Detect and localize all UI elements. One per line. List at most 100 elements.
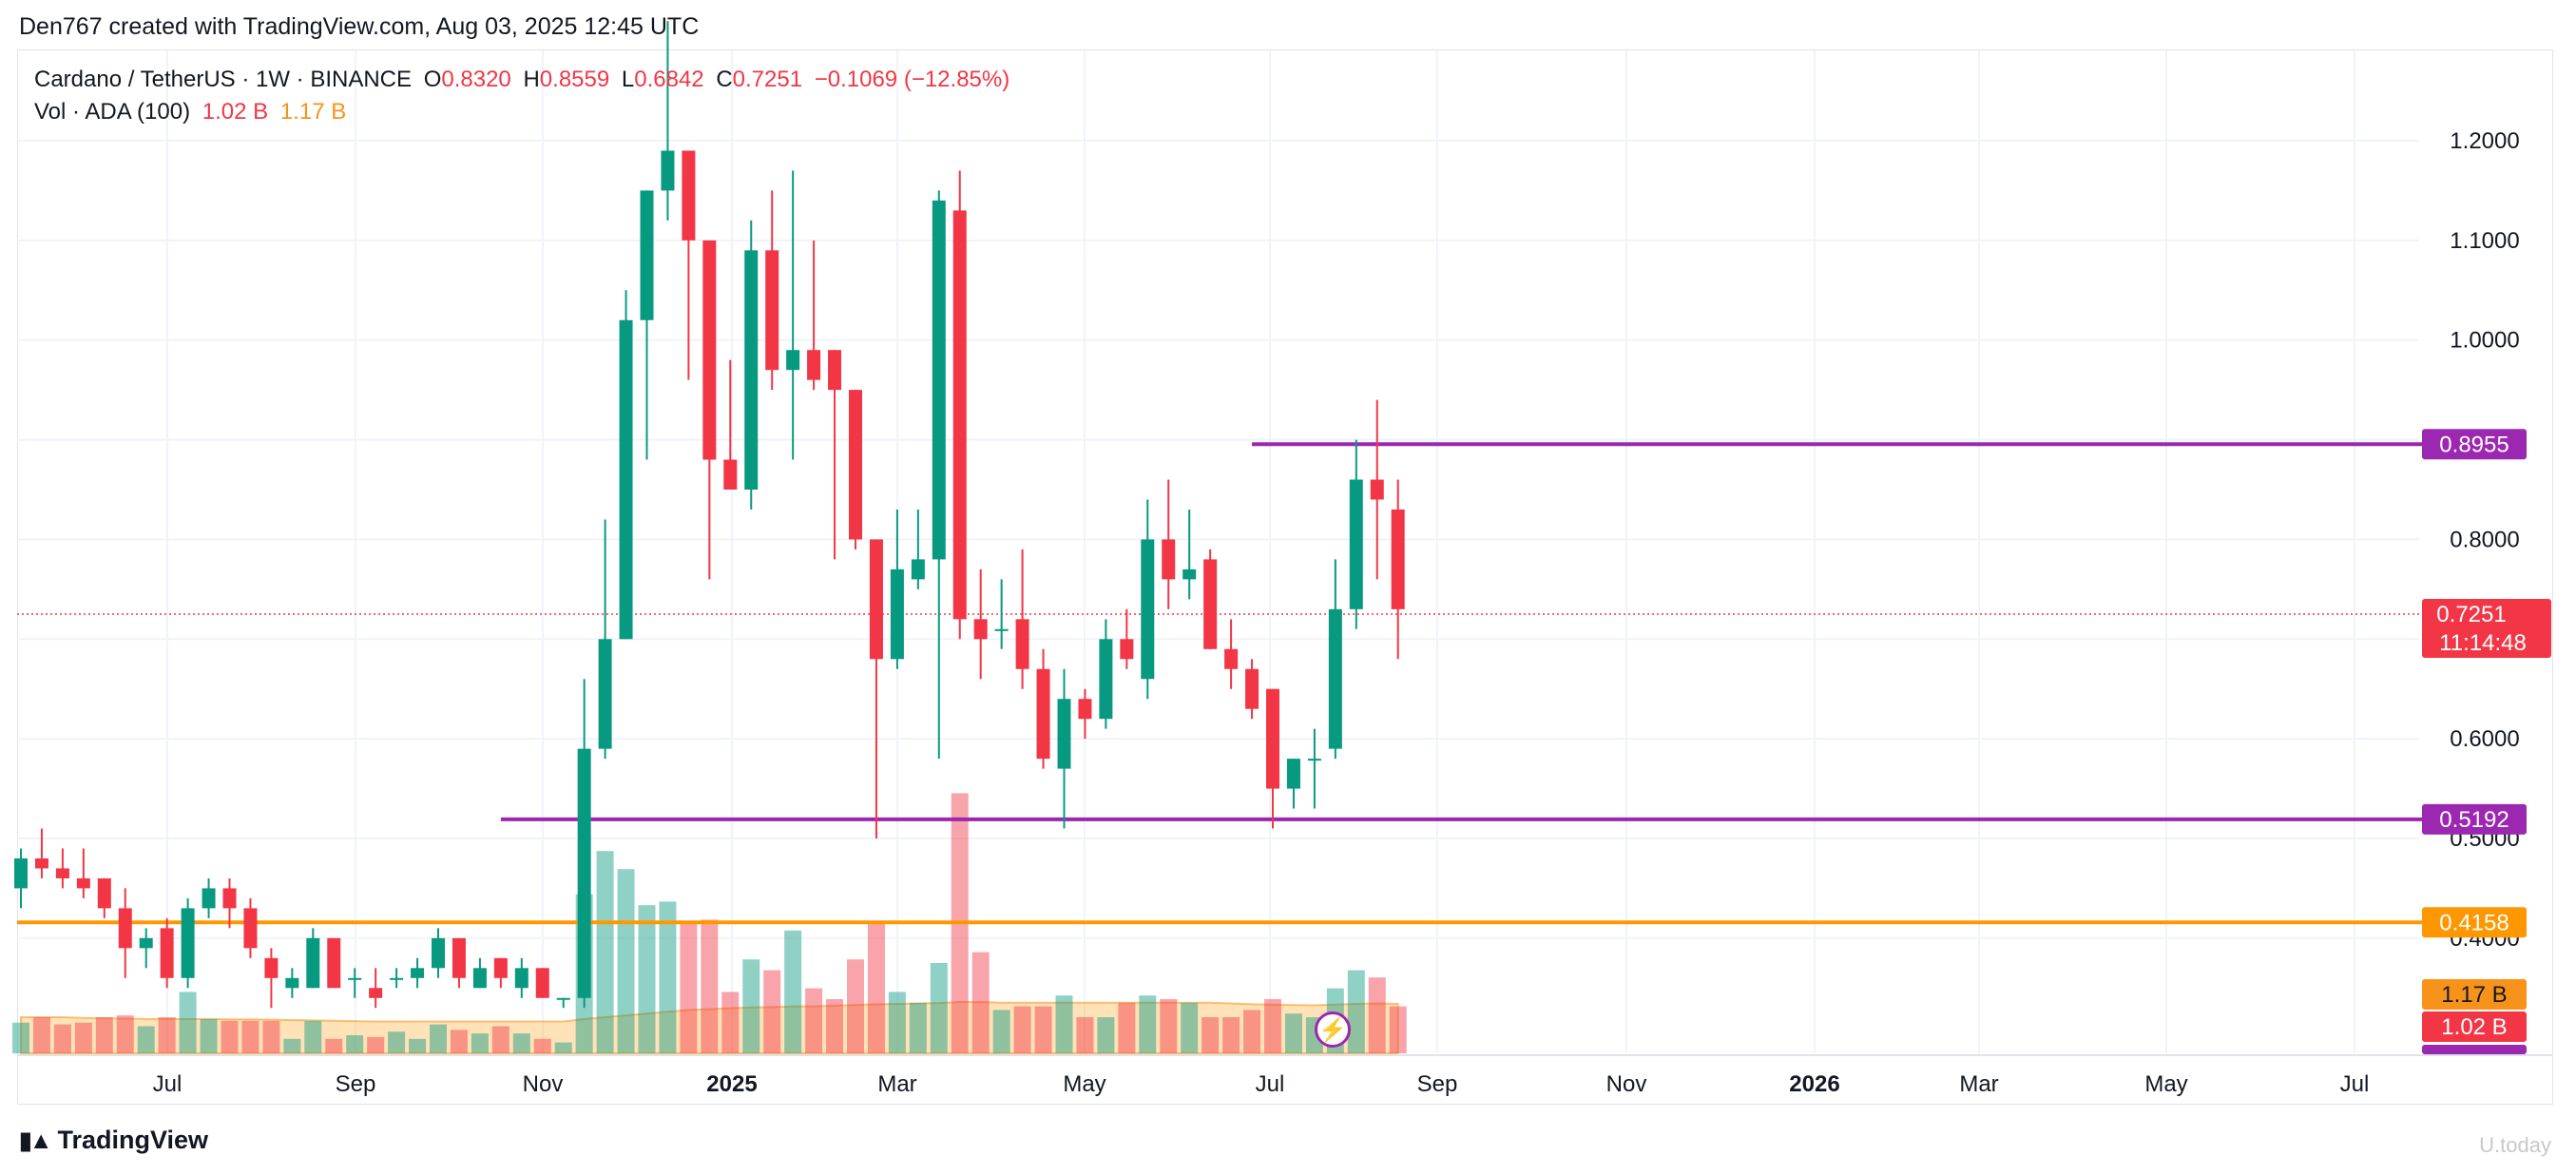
candle-down bbox=[34, 828, 48, 878]
volume-bar bbox=[32, 1017, 50, 1053]
candle-up bbox=[1328, 559, 1342, 760]
volume-bar bbox=[1264, 999, 1281, 1053]
volume-tag: 1.02 B bbox=[2422, 1011, 2527, 1042]
x-tick-label: May bbox=[2144, 1071, 2187, 1097]
level-price-tag-text: 0.8955 bbox=[2439, 432, 2509, 457]
candle-down bbox=[1224, 619, 1239, 689]
axes: Jul Sep Nov 2025 Mar May Jul Sep Nov 2026 Mar May Ju… bbox=[17, 128, 2553, 1097]
volume-legend[interactable]: Vol · ADA (100) 1.02 B 1.17 B bbox=[34, 99, 352, 125]
candle-down bbox=[952, 170, 967, 640]
candle-up bbox=[640, 190, 654, 460]
volume-ma-area bbox=[20, 1001, 1399, 1054]
volume-bar bbox=[388, 1031, 406, 1053]
candle-up bbox=[744, 220, 759, 510]
candle-up bbox=[1307, 728, 1321, 809]
candle-body bbox=[181, 908, 195, 978]
candle-up bbox=[285, 968, 299, 998]
countdown-timer: 11:14:48 bbox=[2439, 630, 2527, 656]
open-label: O bbox=[423, 67, 442, 92]
chart-credit: Den767 created with TradingView.com, Aug… bbox=[19, 13, 700, 40]
candle-down bbox=[76, 848, 90, 898]
volume-bar bbox=[659, 901, 677, 1053]
volume-bar bbox=[805, 988, 823, 1053]
candle-body bbox=[556, 997, 570, 1000]
candle-down bbox=[1266, 688, 1279, 829]
volume-bar bbox=[847, 959, 864, 1053]
candle-down bbox=[55, 848, 69, 889]
x-tick-label: Mar bbox=[877, 1071, 916, 1097]
candle-body bbox=[952, 210, 967, 620]
candle-down bbox=[723, 359, 738, 490]
candle-body bbox=[139, 937, 153, 949]
level-price-tag-bg bbox=[2422, 907, 2527, 938]
candle-body bbox=[1015, 619, 1029, 669]
symbol-name[interactable]: Cardano / TetherUS · 1W · BINANCE bbox=[34, 67, 413, 92]
hidden-level-tag bbox=[2422, 1045, 2527, 1054]
candle-down bbox=[1370, 399, 1384, 580]
volume-bar bbox=[1347, 970, 1365, 1053]
candles bbox=[14, 21, 1405, 1009]
candle-down bbox=[1036, 648, 1050, 769]
last-price-value: 0.7251 bbox=[2436, 602, 2506, 627]
candle-body bbox=[1224, 648, 1239, 669]
candle-down bbox=[1245, 659, 1259, 720]
last-price-tag: 0.7251 11:14:48 bbox=[2422, 598, 2551, 658]
high-label: H bbox=[523, 67, 540, 92]
volume-bar bbox=[1243, 1010, 1261, 1053]
tradingview-logo-icon: ▮▲ bbox=[19, 1127, 52, 1154]
candle-body bbox=[598, 639, 612, 749]
volume-bar bbox=[179, 992, 197, 1053]
change-value: −0.1069 (−12.85%) bbox=[814, 67, 1010, 92]
candle-up bbox=[1182, 509, 1197, 600]
candle-up bbox=[1349, 439, 1363, 629]
volume-bar bbox=[325, 1038, 343, 1053]
candle-down bbox=[452, 937, 466, 989]
candle-body bbox=[1307, 759, 1321, 761]
candle-body bbox=[285, 977, 299, 989]
volume-ma-tag: 1.17 B bbox=[2422, 979, 2527, 1010]
candle-body bbox=[327, 937, 341, 989]
candle-down bbox=[327, 937, 341, 989]
volume-bar bbox=[491, 1026, 509, 1053]
close-label: C bbox=[716, 67, 733, 92]
high-value: 0.8559 bbox=[539, 67, 610, 92]
volume-bar bbox=[680, 923, 698, 1053]
volume-bar bbox=[971, 952, 990, 1053]
tradingview-logo[interactable]: ▮▲ TradingView bbox=[19, 1126, 208, 1155]
candle-body bbox=[202, 888, 216, 909]
volume-bar bbox=[200, 1018, 218, 1053]
volume-label[interactable]: Vol · ADA (100) bbox=[34, 99, 191, 125]
volume-bar bbox=[116, 1015, 134, 1053]
volume-bar bbox=[638, 905, 656, 1053]
candle-down bbox=[1162, 479, 1176, 609]
volume-bar bbox=[409, 1038, 427, 1053]
candle-up bbox=[202, 877, 216, 918]
candle-body bbox=[1099, 639, 1113, 720]
candle-up bbox=[411, 957, 425, 989]
volume-bar bbox=[450, 1030, 468, 1053]
candle-body bbox=[640, 190, 654, 320]
grid bbox=[17, 50, 2419, 1053]
volume-bar bbox=[1181, 1002, 1199, 1053]
candle-body bbox=[432, 937, 445, 969]
candle-body bbox=[222, 888, 237, 909]
candle-body bbox=[849, 390, 862, 540]
candle-body bbox=[1141, 539, 1155, 680]
candle-body bbox=[661, 150, 675, 191]
candle-body bbox=[744, 250, 759, 490]
candle-body bbox=[1203, 559, 1218, 649]
candle-down bbox=[1203, 549, 1218, 649]
volume-bar bbox=[763, 970, 781, 1053]
ohlc-legend[interactable]: Cardano / TetherUS · 1W · BINANCE O0.832… bbox=[34, 67, 1015, 93]
level-price-tag-bg bbox=[2422, 803, 2527, 835]
last-price-tag-bg bbox=[2422, 598, 2551, 658]
x-tick-label: Jul bbox=[2340, 1071, 2370, 1097]
lightning-bolt-icon[interactable]: ⚡ bbox=[1315, 1011, 1351, 1048]
candle-body bbox=[160, 928, 174, 978]
candle-up bbox=[139, 928, 153, 969]
candle-body bbox=[34, 857, 48, 869]
y-tick-label: 1.0000 bbox=[2450, 328, 2519, 354]
candle-body bbox=[472, 968, 487, 989]
candle-body bbox=[306, 937, 320, 989]
